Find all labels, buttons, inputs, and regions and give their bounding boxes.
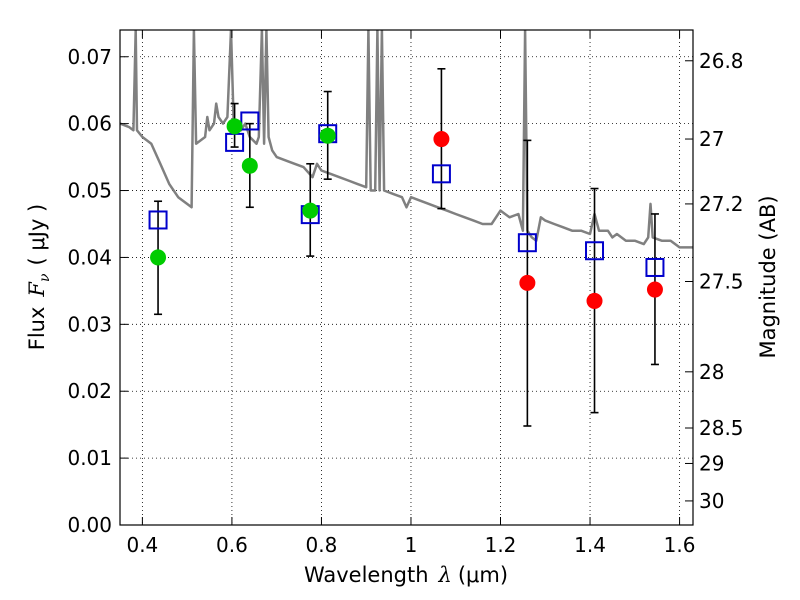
data-points-layer <box>148 67 665 427</box>
red-data-point <box>586 292 603 309</box>
y-tick-label: 0.00 <box>67 513 112 537</box>
y-axis-label: FluxFν( μJy ) <box>25 204 53 350</box>
y2-axis-label: Magnitude (AB) <box>756 195 780 358</box>
y2-tick-label: 30 <box>699 489 724 513</box>
y-tick-label: 0.02 <box>67 379 112 403</box>
model-spectrum-layer <box>120 30 693 249</box>
plot-frame <box>119 29 694 526</box>
green-data-point <box>150 249 167 266</box>
y-tick-label: 0.06 <box>67 112 112 136</box>
grid <box>120 30 693 526</box>
y-tick-label: 0.04 <box>67 245 112 269</box>
x-tick-label: 0.8 <box>306 533 338 557</box>
red-data-point <box>433 131 450 148</box>
green-data-point <box>302 202 319 219</box>
model-photometry-square <box>585 241 605 261</box>
y2-tick-label: 26.8 <box>699 49 744 73</box>
y2-tick-label: 28.5 <box>699 416 744 440</box>
axis-ticks: 0.4 0.6 0.8 1 1.2 1.4 1.6 0.00 0.01 0.02 0.03 0.04 0… <box>67 30 744 557</box>
y-tick-label: 0.01 <box>67 446 112 470</box>
red-data-point <box>519 274 536 291</box>
green-data-point <box>319 127 336 144</box>
x-tick-label: 1.2 <box>485 533 517 557</box>
x-axis-label: Wavelength λ (μm) <box>304 563 508 587</box>
y2-tick-label: 29 <box>699 451 724 475</box>
model-photometry-square <box>431 164 451 184</box>
model-photometry-square <box>517 233 537 253</box>
y2-tick-label: 27.5 <box>699 270 744 294</box>
y-tick-label: 0.07 <box>67 45 112 69</box>
red-data-point <box>646 281 663 298</box>
y2-tick-label: 27 <box>699 127 724 151</box>
x-tick-label: 0.6 <box>216 533 248 557</box>
model-photometry-square <box>240 111 260 131</box>
y-tick-label: 0.05 <box>67 179 112 203</box>
x-tick-label: 1.4 <box>574 533 606 557</box>
model-photometry-square <box>148 210 168 230</box>
model-spectrum-line <box>120 30 693 249</box>
model-photometry-square <box>645 257 665 277</box>
x-tick-label: 1.6 <box>664 533 696 557</box>
green-data-point <box>226 118 243 135</box>
y-tick-label: 0.03 <box>67 312 112 336</box>
y2-tick-label: 28 <box>699 360 724 384</box>
x-tick-label: 0.4 <box>126 533 158 557</box>
x-tick-label: 1 <box>405 533 418 557</box>
green-data-point <box>241 157 258 174</box>
y2-tick-label: 27.2 <box>699 192 744 216</box>
